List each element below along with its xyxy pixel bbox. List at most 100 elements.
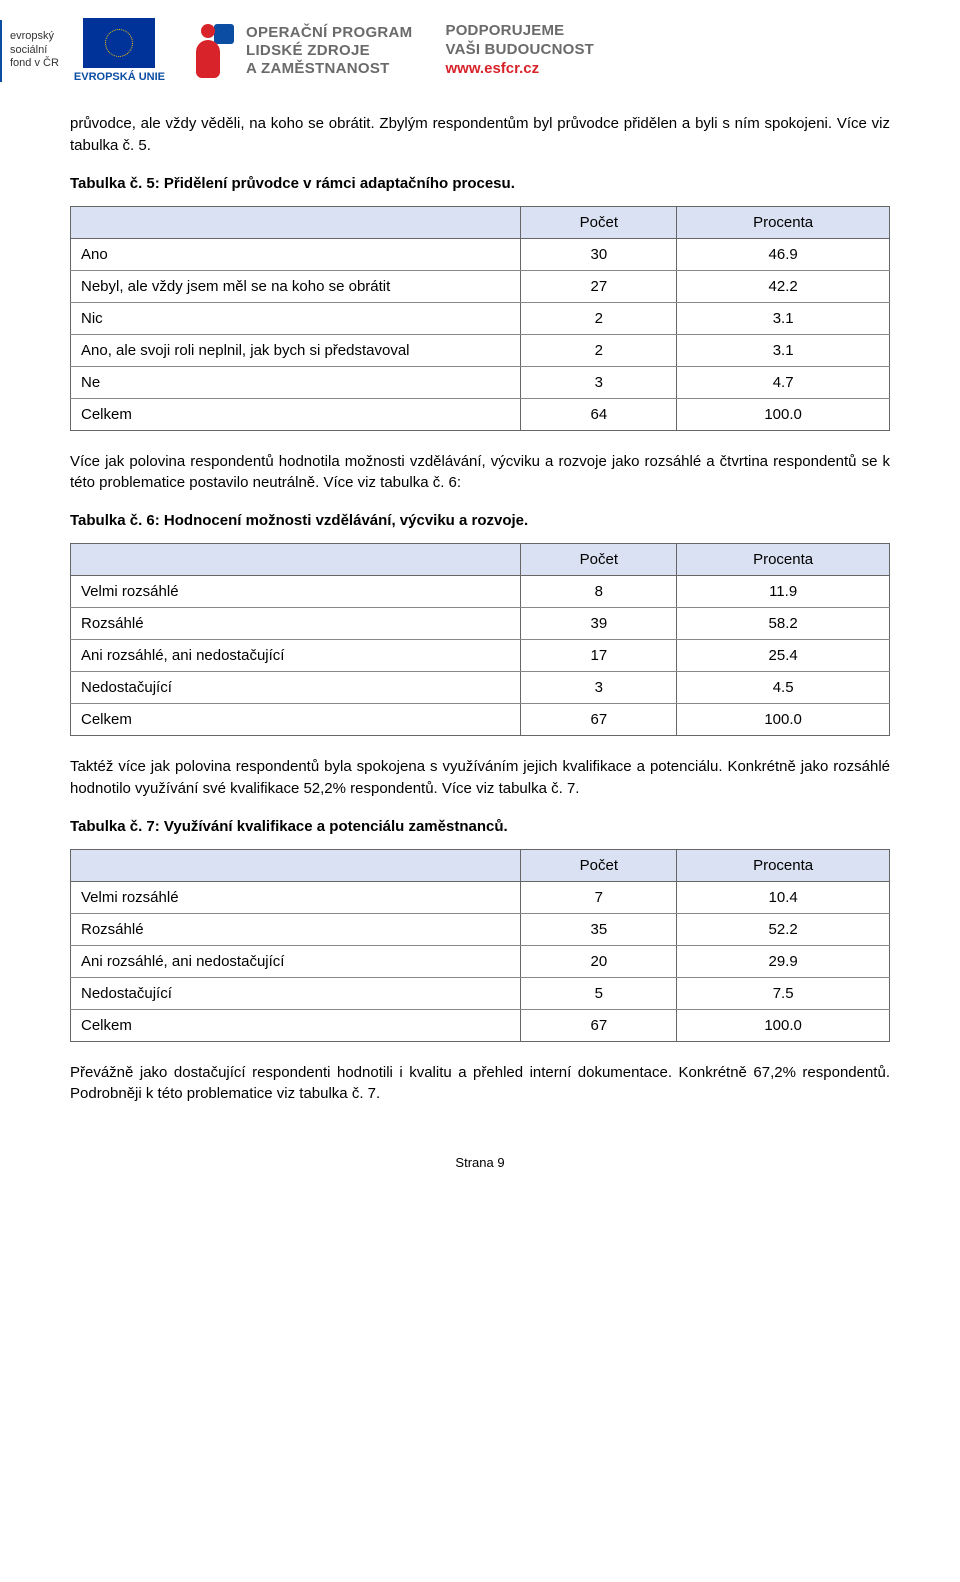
col-header: Procenta bbox=[677, 206, 890, 238]
table-cell: 17 bbox=[521, 640, 677, 672]
esf-logo: ★ evropský sociální fond v ČR bbox=[0, 20, 59, 82]
table-cell: Ne bbox=[71, 366, 521, 398]
table-cell: Velmi rozsáhlé bbox=[71, 881, 521, 913]
table-cell: Nic bbox=[71, 302, 521, 334]
esf-line: evropský bbox=[10, 30, 59, 44]
op-line: OPERAČNÍ PROGRAM bbox=[246, 24, 412, 42]
table-row: Rozsáhlé3552.2 bbox=[71, 913, 890, 945]
table-cell: 10.4 bbox=[677, 881, 890, 913]
table-cell: 2 bbox=[521, 334, 677, 366]
table-cell: Celkem bbox=[71, 1009, 521, 1041]
table-cell: 46.9 bbox=[677, 238, 890, 270]
col-header: Procenta bbox=[677, 849, 890, 881]
esf-text: evropský sociální fond v ČR bbox=[10, 30, 59, 71]
table-header-row: Počet Procenta bbox=[71, 849, 890, 881]
table-cell: Celkem bbox=[71, 704, 521, 736]
table-cell: 4.7 bbox=[677, 366, 890, 398]
table-cell: Velmi rozsáhlé bbox=[71, 576, 521, 608]
table-cell: 7 bbox=[521, 881, 677, 913]
table-row: Ne34.7 bbox=[71, 366, 890, 398]
table-cell: 67 bbox=[521, 704, 677, 736]
table-cell: Nedostačující bbox=[71, 672, 521, 704]
table-cell: 7.5 bbox=[677, 977, 890, 1009]
table5-body: Ano3046.9Nebyl, ale vždy jsem měl se na … bbox=[71, 238, 890, 430]
table-header-row: Počet Procenta bbox=[71, 206, 890, 238]
page-footer: Strana 9 bbox=[70, 1155, 890, 1170]
table-cell: 4.5 bbox=[677, 672, 890, 704]
table-cell: Nedostačující bbox=[71, 977, 521, 1009]
table-cell: Celkem bbox=[71, 398, 521, 430]
col-header: Počet bbox=[521, 849, 677, 881]
table-row: Nedostačující57.5 bbox=[71, 977, 890, 1009]
table-cell: Rozsáhlé bbox=[71, 913, 521, 945]
table-cell: Ani rozsáhlé, ani nedostačující bbox=[71, 945, 521, 977]
table-row: Rozsáhlé3958.2 bbox=[71, 608, 890, 640]
support-url: www.esfcr.cz bbox=[445, 60, 594, 79]
table-cell: 29.9 bbox=[677, 945, 890, 977]
table-row: Nic23.1 bbox=[71, 302, 890, 334]
col-header bbox=[71, 849, 521, 881]
op-person-icon bbox=[180, 22, 238, 80]
eu-label: EVROPSKÁ UNIE bbox=[74, 71, 165, 83]
table-cell: 3 bbox=[521, 366, 677, 398]
table-cell: 52.2 bbox=[677, 913, 890, 945]
table-header-row: Počet Procenta bbox=[71, 544, 890, 576]
table-cell: Nebyl, ale vždy jsem měl se na koho se o… bbox=[71, 270, 521, 302]
esf-line: sociální bbox=[10, 44, 59, 58]
op-line: LIDSKÉ ZDROJE bbox=[246, 42, 412, 60]
esf-star-icon: ★ bbox=[0, 20, 2, 82]
table-cell: 27 bbox=[521, 270, 677, 302]
table-cell: Rozsáhlé bbox=[71, 608, 521, 640]
col-header: Počet bbox=[521, 544, 677, 576]
table-cell: 35 bbox=[521, 913, 677, 945]
table-cell: 39 bbox=[521, 608, 677, 640]
col-header bbox=[71, 206, 521, 238]
eu-logo: EVROPSKÁ UNIE bbox=[74, 18, 165, 83]
esf-line: fond v ČR bbox=[10, 57, 59, 71]
col-header bbox=[71, 544, 521, 576]
table-cell: 11.9 bbox=[677, 576, 890, 608]
table-row: Ano, ale svoji roli neplnil, jak bych si… bbox=[71, 334, 890, 366]
table-row: Celkem64100.0 bbox=[71, 398, 890, 430]
paragraph-3: Taktéž více jak polovina respondentů byl… bbox=[70, 756, 890, 800]
op-logo: OPERAČNÍ PROGRAM LIDSKÉ ZDROJE A ZAMĚSTN… bbox=[180, 22, 412, 80]
col-header: Počet bbox=[521, 206, 677, 238]
table-cell: 3.1 bbox=[677, 302, 890, 334]
table-cell: 100.0 bbox=[677, 398, 890, 430]
table7-body: Velmi rozsáhlé710.4Rozsáhlé3552.2Ani roz… bbox=[71, 881, 890, 1041]
col-header: Procenta bbox=[677, 544, 890, 576]
table6-body: Velmi rozsáhlé811.9Rozsáhlé3958.2Ani roz… bbox=[71, 576, 890, 736]
header-logos: ★ evropský sociální fond v ČR EVROPSKÁ U… bbox=[0, 0, 960, 113]
table-cell: 58.2 bbox=[677, 608, 890, 640]
table-cell: 5 bbox=[521, 977, 677, 1009]
eu-flag-icon bbox=[83, 18, 155, 68]
table-cell: 100.0 bbox=[677, 1009, 890, 1041]
table-cell: 25.4 bbox=[677, 640, 890, 672]
table-cell: 8 bbox=[521, 576, 677, 608]
table-row: Ano3046.9 bbox=[71, 238, 890, 270]
paragraph-1: průvodce, ale vždy věděli, na koho se ob… bbox=[70, 113, 890, 157]
table-cell: 67 bbox=[521, 1009, 677, 1041]
table-cell: Ano bbox=[71, 238, 521, 270]
table6-caption: Tabulka č. 6: Hodnocení možnosti vzděláv… bbox=[70, 512, 890, 529]
table-cell: 30 bbox=[521, 238, 677, 270]
table-row: Celkem67100.0 bbox=[71, 1009, 890, 1041]
table-cell: 2 bbox=[521, 302, 677, 334]
table-cell: 64 bbox=[521, 398, 677, 430]
paragraph-2: Více jak polovina respondentů hodnotila … bbox=[70, 451, 890, 495]
table-cell: 100.0 bbox=[677, 704, 890, 736]
table6: Počet Procenta Velmi rozsáhlé811.9Rozsáh… bbox=[70, 543, 890, 736]
table-row: Celkem67100.0 bbox=[71, 704, 890, 736]
op-text: OPERAČNÍ PROGRAM LIDSKÉ ZDROJE A ZAMĚSTN… bbox=[246, 24, 412, 78]
table-cell: 42.2 bbox=[677, 270, 890, 302]
table-row: Nebyl, ale vždy jsem měl se na koho se o… bbox=[71, 270, 890, 302]
table-row: Velmi rozsáhlé710.4 bbox=[71, 881, 890, 913]
table-cell: Ano, ale svoji roli neplnil, jak bych si… bbox=[71, 334, 521, 366]
op-line: A ZAMĚSTNANOST bbox=[246, 60, 412, 78]
support-line1: PODPORUJEME bbox=[445, 22, 594, 41]
table-row: Ani rozsáhlé, ani nedostačující1725.4 bbox=[71, 640, 890, 672]
table-row: Ani rozsáhlé, ani nedostačující2029.9 bbox=[71, 945, 890, 977]
support-line2: VAŠI BUDOUCNOST bbox=[445, 41, 594, 60]
table5-caption: Tabulka č. 5: Přidělení průvodce v rámci… bbox=[70, 175, 890, 192]
table-row: Nedostačující34.5 bbox=[71, 672, 890, 704]
